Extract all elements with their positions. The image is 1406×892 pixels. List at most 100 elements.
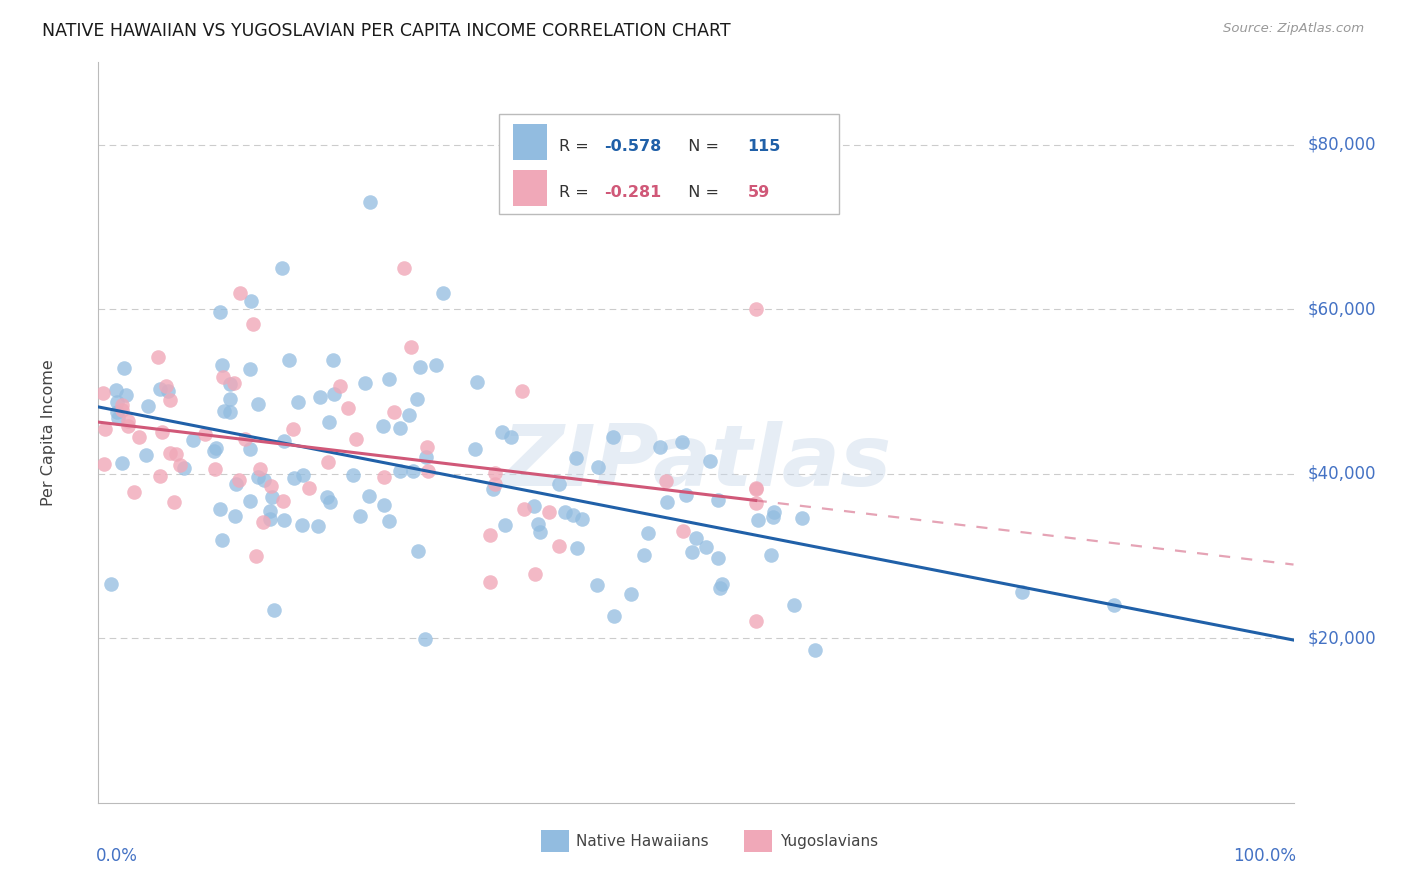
- Native Hawaiians: [1011, 585, 1033, 599]
- Native Hawaiians: [425, 358, 447, 372]
- Yugoslavians: [228, 473, 250, 487]
- Native Hawaiians: [685, 531, 707, 545]
- Native Hawaiians: [252, 473, 274, 487]
- Yugoslavians: [283, 422, 305, 436]
- Native Hawaiians: [413, 632, 436, 646]
- Yugoslavians: [484, 477, 506, 491]
- Text: Per Capita Income: Per Capita Income: [41, 359, 56, 506]
- Native Hawaiians: [406, 543, 429, 558]
- Native Hawaiians: [111, 456, 134, 470]
- Yugoslavians: [117, 419, 139, 434]
- Native Hawaiians: [465, 375, 488, 389]
- Native Hawaiians: [322, 353, 344, 368]
- Native Hawaiians: [224, 508, 246, 523]
- Native Hawaiians: [709, 581, 731, 595]
- Yugoslavians: [245, 549, 267, 563]
- Native Hawaiians: [308, 390, 330, 404]
- Native Hawaiians: [762, 505, 785, 519]
- Native Hawaiians: [620, 587, 643, 601]
- Native Hawaiians: [307, 519, 329, 533]
- Yugoslavians: [271, 494, 294, 508]
- Yugoslavians: [122, 484, 145, 499]
- Native Hawaiians: [318, 415, 340, 429]
- Text: $20,000: $20,000: [1308, 629, 1376, 648]
- Native Hawaiians: [707, 492, 730, 507]
- Text: 115: 115: [748, 139, 780, 153]
- Yugoslavians: [94, 422, 117, 436]
- Native Hawaiians: [219, 392, 242, 406]
- Native Hawaiians: [553, 505, 575, 519]
- Yugoslavians: [382, 405, 405, 419]
- Native Hawaiians: [359, 195, 381, 210]
- Native Hawaiians: [273, 513, 295, 527]
- Yugoslavians: [150, 425, 173, 439]
- Yugoslavians: [399, 340, 422, 354]
- Native Hawaiians: [349, 508, 371, 523]
- Native Hawaiians: [783, 598, 806, 612]
- Native Hawaiians: [239, 293, 262, 308]
- Yugoslavians: [194, 426, 217, 441]
- Text: $40,000: $40,000: [1308, 465, 1376, 483]
- Native Hawaiians: [204, 442, 226, 456]
- Yugoslavians: [93, 457, 115, 471]
- Yugoslavians: [484, 466, 506, 480]
- Yugoslavians: [418, 464, 440, 478]
- Native Hawaiians: [402, 464, 425, 478]
- Native Hawaiians: [157, 384, 180, 398]
- Native Hawaiians: [260, 490, 283, 504]
- Native Hawaiians: [602, 608, 624, 623]
- Yugoslavians: [155, 379, 177, 393]
- Text: NATIVE HAWAIIAN VS YUGOSLAVIAN PER CAPITA INCOME CORRELATION CHART: NATIVE HAWAIIAN VS YUGOSLAVIAN PER CAPIT…: [42, 22, 731, 40]
- Native Hawaiians: [675, 488, 697, 502]
- Yugoslavians: [165, 447, 187, 461]
- Native Hawaiians: [482, 482, 505, 496]
- Yugoslavians: [510, 384, 533, 398]
- Native Hawaiians: [710, 577, 733, 591]
- Yugoslavians: [745, 481, 768, 495]
- Native Hawaiians: [278, 353, 301, 368]
- Native Hawaiians: [523, 499, 546, 513]
- Yugoslavians: [211, 370, 233, 384]
- Yugoslavians: [91, 385, 114, 400]
- Text: $80,000: $80,000: [1308, 136, 1376, 153]
- Yugoslavians: [479, 527, 502, 541]
- Native Hawaiians: [491, 425, 513, 439]
- Native Hawaiians: [371, 419, 394, 434]
- Native Hawaiians: [586, 578, 609, 592]
- Native Hawaiians: [107, 411, 129, 425]
- FancyBboxPatch shape: [513, 170, 547, 205]
- Native Hawaiians: [259, 512, 281, 526]
- Native Hawaiians: [657, 495, 679, 509]
- Native Hawaiians: [529, 525, 551, 540]
- Yugoslavians: [298, 481, 321, 495]
- Text: ZIPatlas: ZIPatlas: [501, 421, 891, 504]
- Native Hawaiians: [406, 392, 429, 406]
- Yugoslavians: [159, 392, 181, 407]
- Text: 59: 59: [748, 185, 769, 200]
- Native Hawaiians: [650, 440, 672, 454]
- Yugoslavians: [478, 575, 501, 590]
- Native Hawaiians: [699, 454, 721, 468]
- Yugoslavians: [159, 446, 181, 460]
- Native Hawaiians: [263, 602, 285, 616]
- Text: 0.0%: 0.0%: [96, 847, 138, 865]
- Text: Source: ZipAtlas.com: Source: ZipAtlas.com: [1223, 22, 1364, 36]
- Text: $60,000: $60,000: [1308, 301, 1376, 318]
- Native Hawaiians: [211, 533, 233, 547]
- Native Hawaiians: [105, 383, 128, 397]
- Yugoslavians: [117, 414, 139, 428]
- Yugoslavians: [249, 462, 271, 476]
- Native Hawaiians: [319, 495, 342, 509]
- Yugoslavians: [745, 615, 768, 629]
- Text: N =: N =: [678, 185, 724, 200]
- Native Hawaiians: [633, 548, 655, 562]
- Native Hawaiians: [291, 517, 314, 532]
- Native Hawaiians: [1102, 598, 1125, 612]
- Native Hawaiians: [136, 399, 159, 413]
- Native Hawaiians: [239, 361, 262, 376]
- Native Hawaiians: [602, 430, 624, 444]
- Text: R =: R =: [558, 185, 593, 200]
- Native Hawaiians: [707, 551, 730, 566]
- Yugoslavians: [229, 285, 252, 300]
- Native Hawaiians: [218, 405, 240, 419]
